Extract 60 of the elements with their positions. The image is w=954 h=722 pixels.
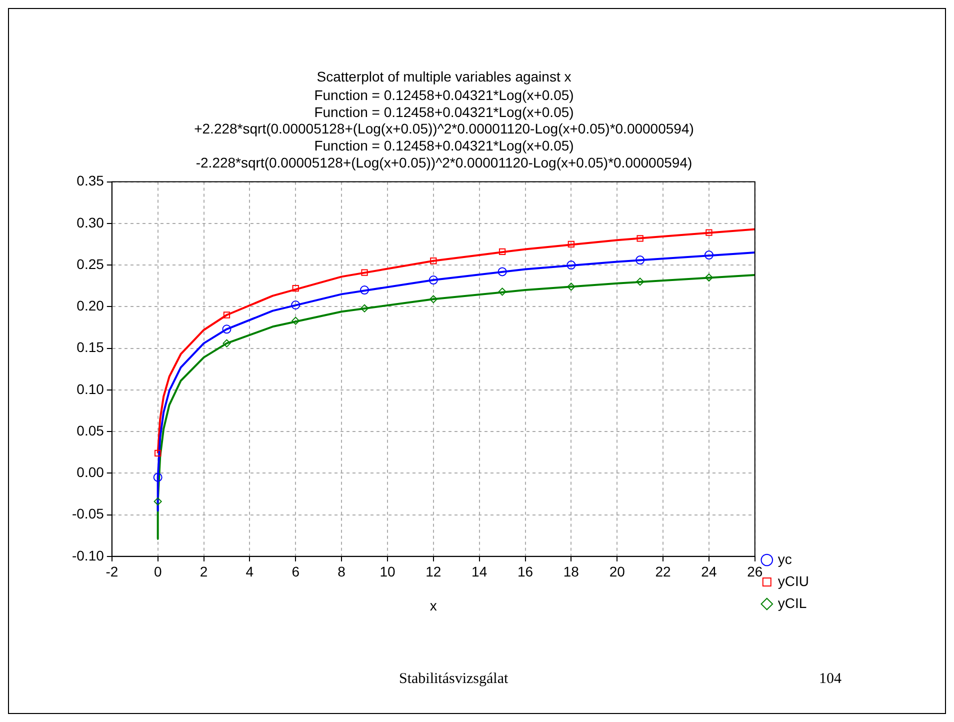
x-axis-title: x <box>430 597 437 614</box>
point <box>361 269 368 276</box>
point <box>222 324 232 334</box>
point <box>360 304 369 312</box>
point <box>360 286 370 295</box>
legend-label: yCIL <box>778 594 807 611</box>
y-tick-label: 0.25 <box>76 256 104 272</box>
point <box>568 240 575 248</box>
point <box>498 267 507 276</box>
x-tick-label: 26 <box>747 564 763 580</box>
y-tick-label: -0.05 <box>72 506 104 522</box>
chart-title: Scatterplot of multiple variables against x <box>316 68 572 84</box>
x-tick-label: 10 <box>380 564 396 580</box>
point <box>222 339 231 348</box>
x-tick-label: 24 <box>701 564 717 580</box>
x-tick-label: 18 <box>563 564 580 580</box>
text: Stabilitásvizsgálat <box>399 671 508 688</box>
x-tick-label: 6 <box>292 564 300 580</box>
point <box>153 472 162 482</box>
point <box>636 235 644 242</box>
point <box>566 260 576 270</box>
point <box>154 450 162 457</box>
x-tick-label: 12 <box>426 564 442 580</box>
point <box>154 497 162 506</box>
point <box>428 276 438 285</box>
text: 104 <box>819 671 842 688</box>
point <box>429 295 438 304</box>
y-tick-label: -0.10 <box>72 547 104 564</box>
point <box>636 256 645 265</box>
y-tick-label: 0.35 <box>76 172 104 189</box>
point <box>292 316 300 325</box>
x-tick-label: -2 <box>106 564 118 580</box>
point <box>498 288 506 296</box>
y-tick-label: 0.15 <box>76 339 104 356</box>
point <box>704 250 714 260</box>
x-tick-label: 20 <box>609 564 626 580</box>
x-tick-label: 8 <box>338 564 346 580</box>
point <box>567 282 576 291</box>
legend-label: yCIU <box>778 572 810 589</box>
y-tick-label: 0.30 <box>76 214 104 230</box>
point <box>223 312 230 318</box>
y-tick-label: 0.20 <box>76 298 104 314</box>
point <box>498 248 506 256</box>
x-tick-label: 2 <box>200 564 208 580</box>
chart-subtitle: Function = 0.12458+0.04321*Log(x+0.05) Function = 0.12458+0.04321*Log(x+0.05) +2.228*sqrt(0.00005128+(Log(x+0.05))^2*0.00001120-Log(x+0.05)*0.00000594) Function = 0.12458+0.04321*Log(x+0.05) -2.228*sqrt(0.00005128+(Log(x+0.05))^2*0.00001120-Log(x+0.05)*0.00000594) <box>194 87 694 170</box>
point <box>430 258 437 264</box>
x-tick-label: 22 <box>655 564 672 580</box>
y-tick-label: 0.10 <box>76 380 104 397</box>
x-tick-label: 14 <box>472 564 488 580</box>
y-tick-label: 0.05 <box>76 422 104 438</box>
point <box>291 300 300 310</box>
y-tick-label: 0.00 <box>76 464 104 480</box>
x-tick-label: 0 <box>154 564 162 580</box>
point <box>292 285 299 292</box>
x-tick-label: 4 <box>246 564 254 580</box>
x-tick-label: 16 <box>517 564 534 580</box>
point <box>704 274 713 282</box>
point <box>706 229 712 236</box>
point <box>636 278 644 286</box>
legend-label: yc <box>778 550 792 567</box>
